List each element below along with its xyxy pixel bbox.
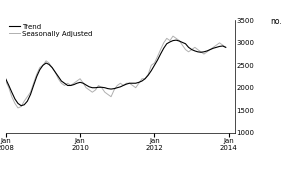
Legend: Trend, Seasonally Adjusted: Trend, Seasonally Adjusted <box>9 24 93 37</box>
Line: Seasonally Adjusted: Seasonally Adjusted <box>6 36 226 108</box>
Line: Trend: Trend <box>6 40 226 106</box>
Y-axis label: no.: no. <box>270 17 282 26</box>
